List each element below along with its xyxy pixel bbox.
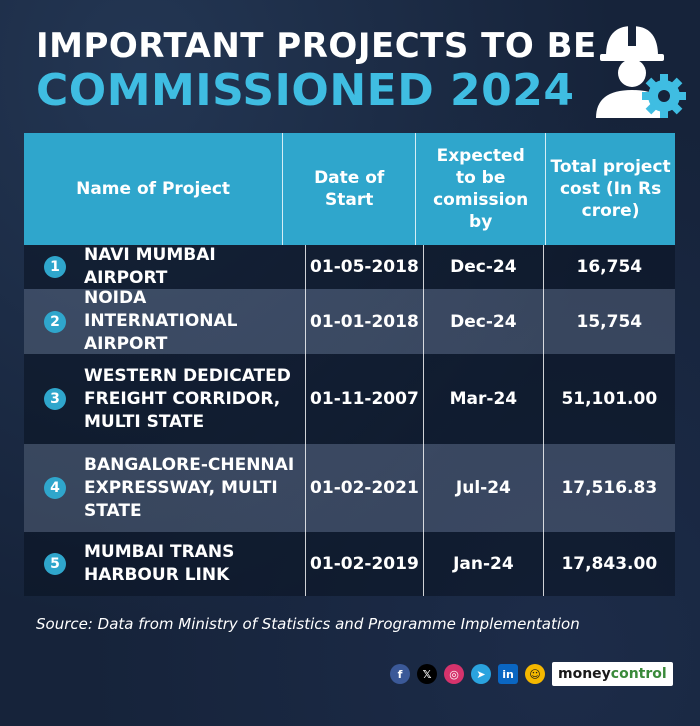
- table-header: Name of Project Date of Start Expected t…: [24, 133, 675, 245]
- brand-part-1: money: [558, 666, 611, 682]
- project-cost: 17,516.83: [561, 478, 658, 498]
- project-cost: 17,843.00: [561, 554, 658, 574]
- start-date: 01-02-2021: [306, 444, 425, 532]
- row-number: 2: [44, 310, 66, 333]
- project-name: NAVI MUMBAI AIRPORT: [84, 245, 216, 288]
- project-cost: 15,754: [576, 311, 643, 332]
- source-note: Source: Data from Ministry of Statistics…: [36, 615, 580, 633]
- table-row: 3 WESTERN DEDICATED FREIGHT CORRIDOR, MU…: [24, 354, 675, 444]
- social-bar: f 𝕏 ◎ ➤ in ☺ money control: [390, 662, 673, 686]
- start-date: 01-05-2018: [306, 245, 425, 289]
- row-number: 4: [44, 477, 66, 499]
- title-line-1: IMPORTANT PROJECTS TO BE: [36, 26, 597, 66]
- project-name: BANGALORE-CHENNAI EXPRESSWAY, MULTI STAT…: [84, 454, 295, 521]
- project-name: NOIDA INTERNATIONAL AIRPORT: [84, 288, 238, 354]
- project-name: WESTERN DEDICATED FREIGHT CORRIDOR, MULT…: [84, 365, 291, 432]
- linkedin-icon[interactable]: in: [498, 664, 518, 684]
- moneycontrol-logo[interactable]: money control: [552, 662, 673, 686]
- table-row: 1 NAVI MUMBAI AIRPORT 01-05-2018 Dec-24 …: [24, 245, 675, 289]
- title-block: IMPORTANT PROJECTS TO BE COMMISSIONED 20…: [36, 26, 597, 116]
- header-name: Name of Project: [24, 133, 284, 245]
- instagram-icon[interactable]: ◎: [444, 664, 464, 684]
- engineer-gear-icon: [596, 26, 686, 118]
- header-cost: Total project cost (In Rs crore): [550, 157, 671, 221]
- row-number: 1: [44, 256, 66, 278]
- brand-part-2: control: [610, 666, 667, 682]
- start-date: 01-01-2018: [306, 289, 425, 354]
- expected-date: Jul-24: [424, 444, 544, 532]
- expected-date: Dec-24: [424, 245, 544, 289]
- table-row: 4 BANGALORE-CHENNAI EXPRESSWAY, MULTI ST…: [24, 444, 675, 532]
- other-social-icon[interactable]: ☺: [525, 664, 545, 684]
- project-cost: 16,754: [576, 257, 643, 277]
- start-date: 01-02-2019: [306, 532, 425, 596]
- table-row: 2 NOIDA INTERNATIONAL AIRPORT 01-01-2018…: [24, 288, 675, 354]
- row-number: 3: [44, 388, 66, 410]
- project-name: MUMBAI TRANS HARBOUR LINK: [84, 542, 235, 585]
- header-date: Date of Start: [283, 133, 417, 245]
- expected-date: Mar-24: [424, 354, 544, 444]
- project-cost: 51,101.00: [561, 389, 658, 409]
- title-line-2: COMMISSIONED 2024: [36, 65, 575, 116]
- start-date: 01-11-2007: [306, 354, 425, 444]
- x-icon[interactable]: 𝕏: [417, 664, 437, 684]
- row-number: 5: [44, 553, 66, 575]
- header-expected: Expected to be comission by: [416, 133, 547, 245]
- facebook-icon[interactable]: f: [390, 664, 410, 684]
- projects-table: Name of Project Date of Start Expected t…: [24, 133, 675, 596]
- expected-date: Dec-24: [424, 289, 544, 354]
- expected-date: Jan-24: [424, 532, 544, 596]
- telegram-icon[interactable]: ➤: [471, 664, 491, 684]
- table-row: 5 MUMBAI TRANS HARBOUR LINK 01-02-2019 J…: [24, 532, 675, 596]
